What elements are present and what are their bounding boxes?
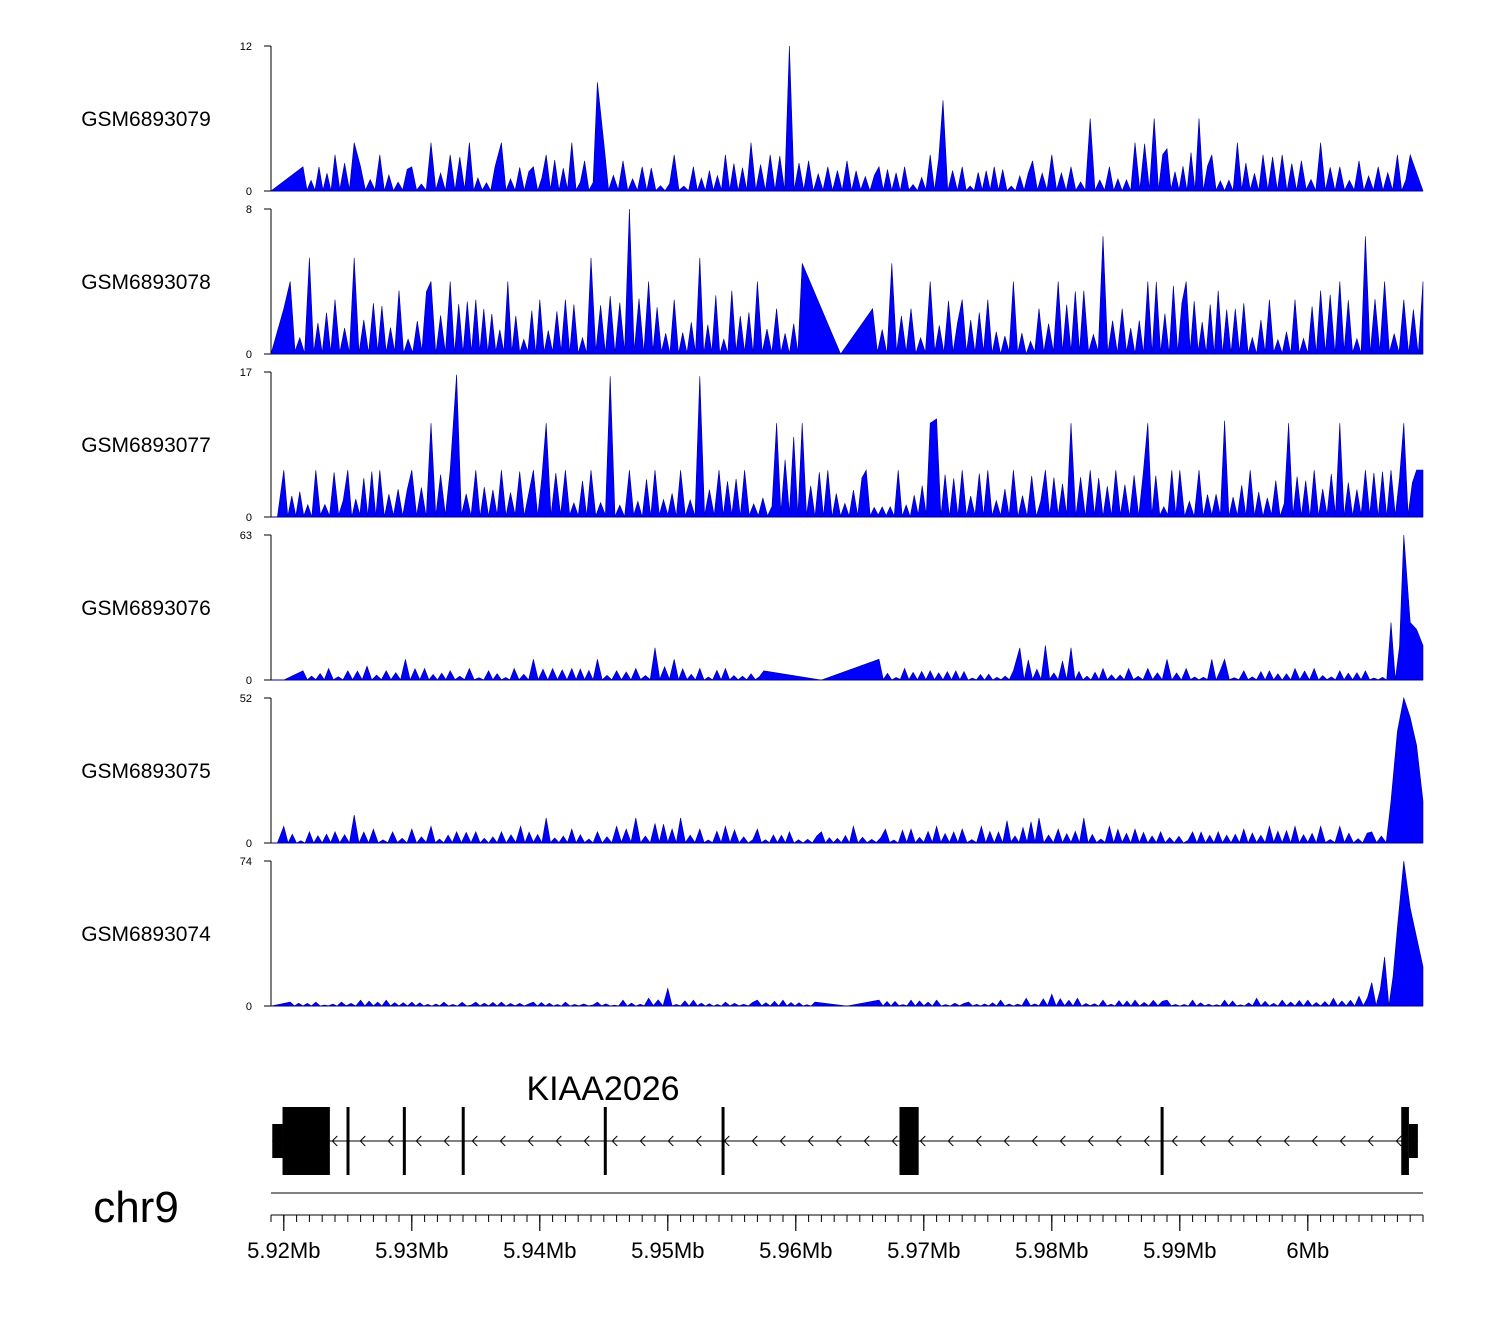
y-min-label: 0 [246,186,252,198]
exon [461,1107,465,1175]
chromosome-label: chr9 [93,1183,179,1232]
exon [282,1107,330,1175]
track-GSM6893078: GSM6893078 8 0 [81,204,1424,361]
signal-tracks: GSM6893079120GSM689307880GSM6893077170GS… [81,41,1424,1013]
strand-arrow [1199,1135,1206,1147]
strand-arrow [611,1135,618,1147]
x-tick-label: 5.99Mb [1143,1238,1216,1263]
strand-arrow [1171,1135,1178,1147]
strand-arrow [1339,1135,1346,1147]
signal-area [283,534,1424,681]
exon [603,1107,607,1175]
strand-arrow [555,1135,562,1147]
x-tick-label: 5.97Mb [887,1238,960,1263]
exon [1401,1107,1409,1175]
exon [721,1107,725,1175]
strand-arrow [1283,1135,1290,1147]
y-min-label: 0 [246,675,252,687]
x-tick-label: 5.98Mb [1015,1238,1088,1263]
strand-arrow [751,1135,758,1147]
y-min-label: 0 [246,838,252,850]
y-min-label: 0 [246,349,252,361]
exon [1408,1124,1418,1158]
y-max-label: 17 [240,367,252,379]
y-max-label: 74 [240,856,252,868]
x-tick-label: 5.93Mb [375,1238,448,1263]
y-max-label: 63 [240,530,252,542]
exon [272,1124,283,1158]
track-GSM6893079: GSM6893079 12 0 [81,41,1424,198]
strand-arrow [1367,1135,1374,1147]
signal-area [270,45,1424,192]
strand-arrow [975,1135,982,1147]
strand-arrow [1059,1135,1066,1147]
strand-arrow [1395,1135,1402,1147]
strand-arrow [1003,1135,1010,1147]
track-label: GSM6893078 [81,271,211,294]
track-label: GSM6893076 [81,597,211,620]
strand-arrow [1115,1135,1122,1147]
strand-arrow [387,1135,394,1147]
strand-arrow [443,1135,450,1147]
x-tick-label: 5.92Mb [247,1238,320,1263]
signal-area [277,374,1424,518]
exon [899,1107,919,1175]
x-tick-label: 6Mb [1286,1238,1329,1263]
strand-arrow [1255,1135,1262,1147]
genome-axis: chr9 5.92Mb 5.93Mb 5.94Mb 5.95Mb 5.96Mb 5.97M… [93,1183,1424,1263]
strand-arrow [695,1135,702,1147]
track-GSM6893077: GSM6893077 17 0 [81,367,1424,524]
strand-arrow [919,1135,926,1147]
exon [402,1107,406,1175]
strand-arrow [1311,1135,1318,1147]
strand-arrow [891,1135,898,1147]
strand-arrow [527,1135,534,1147]
y-min-label: 0 [246,1001,252,1013]
strand-arrow [1087,1135,1094,1147]
track-GSM6893075: GSM6893075 52 0 [81,693,1424,850]
strand-arrow [1143,1135,1150,1147]
strand-arrow [1227,1135,1234,1147]
x-tick-label: 5.96Mb [759,1238,832,1263]
track-GSM6893076: GSM6893076 63 0 [81,530,1424,687]
strand-arrow [863,1135,870,1147]
strand-arrow [807,1135,814,1147]
gene-model-track: KIAA2026 [272,1070,1418,1175]
strand-arrow [471,1135,478,1147]
exon [346,1107,350,1175]
track-GSM6893074: GSM6893074 74 0 [81,856,1424,1013]
y-max-label: 52 [240,693,252,705]
y-max-label: 8 [246,204,252,216]
strand-arrow [331,1135,338,1147]
strand-arrow [639,1135,646,1147]
signal-area [270,860,1424,1007]
track-label: GSM6893077 [81,434,211,457]
strand-arrow [359,1135,366,1147]
signal-area [270,208,1424,356]
track-label: GSM6893074 [81,923,211,946]
track-label: GSM6893079 [81,108,211,131]
strand-arrow [667,1135,674,1147]
gene-name-label: KIAA2026 [526,1070,679,1108]
strand-arrow [415,1135,422,1147]
strand-arrow [779,1135,786,1147]
signal-area [276,696,1424,845]
y-max-label: 12 [240,41,252,53]
track-label: GSM6893075 [81,760,211,783]
x-tick-label: 5.95Mb [631,1238,704,1263]
strand-arrow [583,1135,590,1147]
strand-arrow [947,1135,954,1147]
strand-arrow [499,1135,506,1147]
y-min-label: 0 [246,512,252,524]
x-tick-label: 5.94Mb [503,1238,576,1263]
strand-arrow [1031,1135,1038,1147]
strand-arrow [835,1135,842,1147]
exon [1160,1107,1164,1175]
